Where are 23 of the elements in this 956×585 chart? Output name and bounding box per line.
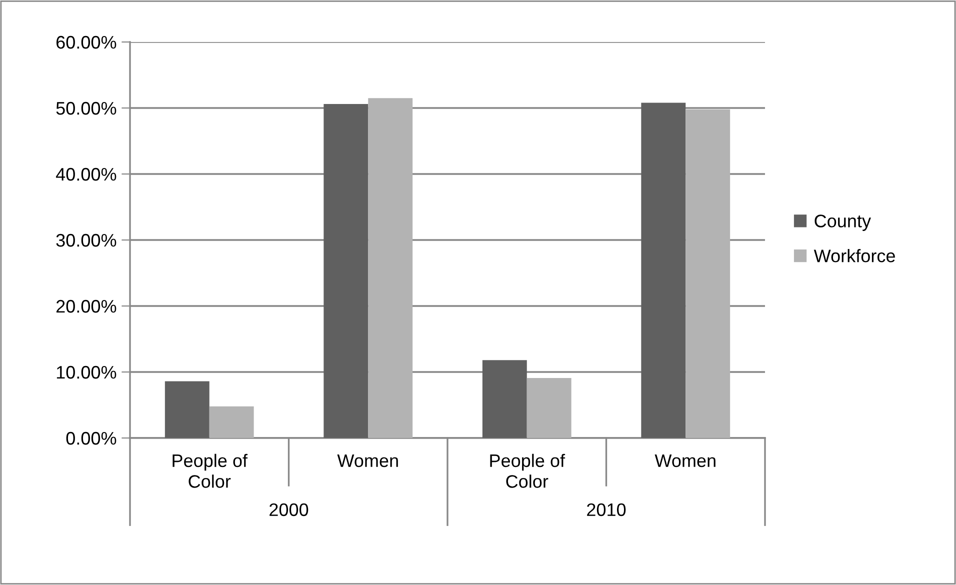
bar bbox=[641, 102, 686, 438]
x-tick-label: People of Color bbox=[172, 454, 248, 488]
x-tick-label: Women bbox=[337, 454, 398, 468]
bar bbox=[686, 109, 730, 438]
bar bbox=[164, 381, 210, 438]
y-tick-label: 50.00% bbox=[56, 102, 116, 115]
x-tick-label: Women bbox=[654, 454, 716, 468]
bar bbox=[324, 104, 368, 438]
legend-label: County bbox=[814, 214, 871, 231]
y-tick-label: 60.00% bbox=[56, 36, 116, 49]
y-tick-label: 20.00% bbox=[56, 300, 116, 313]
bar bbox=[482, 360, 527, 438]
bar bbox=[526, 378, 572, 438]
y-tick-label: 30.00% bbox=[56, 234, 116, 247]
y-tick-label: 40.00% bbox=[56, 168, 116, 181]
bar bbox=[209, 406, 254, 438]
y-tick-label: 0.00% bbox=[66, 432, 116, 445]
bar bbox=[368, 98, 413, 438]
text: 2010 bbox=[587, 503, 626, 516]
x-tick-label: People of Color bbox=[490, 454, 566, 488]
legend-label: Workforce bbox=[814, 249, 895, 262]
y-tick-label: 10.00% bbox=[56, 366, 116, 379]
text: 2000 bbox=[270, 503, 308, 516]
